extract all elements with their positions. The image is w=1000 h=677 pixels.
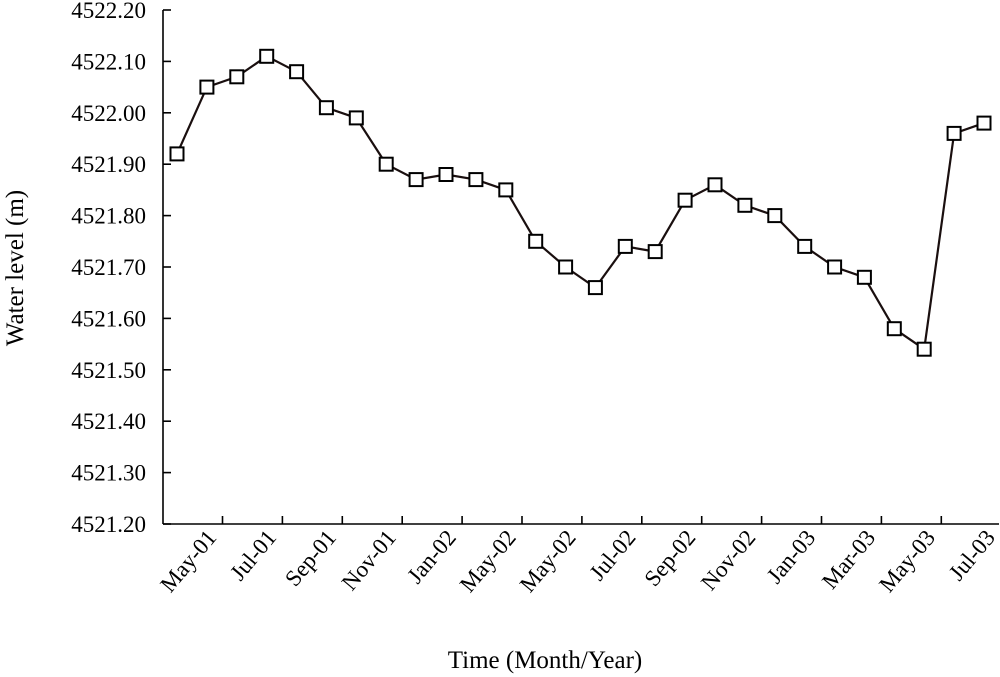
x-tick-label: May-02: [515, 525, 581, 597]
data-point-marker: [289, 64, 305, 80]
y-tick-label: 4521.40: [71, 409, 146, 434]
data-point-marker: [498, 182, 514, 198]
x-tick-label: Jul-01: [225, 525, 281, 585]
axes: [162, 10, 999, 525]
y-tick-label: 4521.80: [71, 204, 146, 229]
x-tick-label: Sep-02: [639, 525, 700, 591]
x-tick-label: May-01: [155, 525, 221, 597]
data-point-marker: [229, 69, 245, 85]
data-point-marker: [856, 269, 872, 285]
x-tick-label: Jul-03: [944, 525, 1000, 585]
y-tick-label: 4521.30: [71, 461, 146, 486]
data-point-marker: [737, 197, 753, 213]
y-tick-label: 4521.90: [71, 152, 146, 177]
data-point-marker: [976, 115, 992, 131]
x-axis-label: Time (Month/Year): [448, 647, 642, 674]
series-group: [169, 48, 992, 357]
y-axis-label: Water level (m): [2, 190, 29, 346]
data-point-marker: [408, 172, 424, 188]
data-point-marker: [587, 280, 603, 296]
x-tick-label: Sep-01: [280, 525, 341, 591]
data-point-marker: [767, 208, 783, 224]
y-tick-label: 4521.50: [71, 358, 146, 383]
y-tick-label: 4522.00: [71, 101, 146, 126]
y-tick-label: 4521.20: [71, 512, 146, 537]
data-point-marker: [558, 259, 574, 275]
y-axis-ticks: 4521.20 4521.30 4521.40 4521.50 4521.60 4521.…: [71, 0, 171, 537]
x-tick-label: Mar-03: [817, 525, 880, 594]
data-point-marker: [707, 177, 723, 193]
x-tick-label: Jan-02: [402, 525, 461, 588]
x-tick-label: Nov-02: [696, 525, 760, 595]
data-point-marker: [378, 156, 394, 172]
data-point-marker: [916, 341, 932, 357]
x-tick-label: May-03: [874, 525, 940, 597]
data-point-marker: [199, 79, 215, 95]
y-tick-label: 4521.60: [71, 306, 146, 331]
data-point-marker: [169, 146, 185, 162]
data-point-marker: [468, 172, 484, 188]
data-point-marker: [677, 192, 693, 208]
x-tick-label: Nov-01: [337, 525, 401, 595]
x-tick-label: Jan-03: [762, 525, 821, 588]
x-tick-label: May-02: [455, 525, 521, 597]
data-point-marker: [617, 238, 633, 254]
data-point-marker: [797, 238, 813, 254]
data-point-marker: [259, 48, 275, 64]
data-point-marker: [647, 244, 663, 260]
data-point-marker: [528, 233, 544, 249]
data-point-marker: [318, 100, 334, 116]
data-point-marker: [946, 125, 962, 141]
y-tick-label: 4521.70: [71, 255, 146, 280]
y-tick-label: 4522.20: [71, 0, 146, 23]
data-point-marker: [348, 110, 364, 126]
x-tick-label: Jul-02: [585, 525, 641, 585]
series-line: [175, 55, 985, 352]
data-point-marker: [827, 259, 843, 275]
y-tick-label: 4522.10: [71, 49, 146, 74]
data-point-marker: [438, 167, 454, 182]
data-point-marker: [886, 321, 902, 337]
